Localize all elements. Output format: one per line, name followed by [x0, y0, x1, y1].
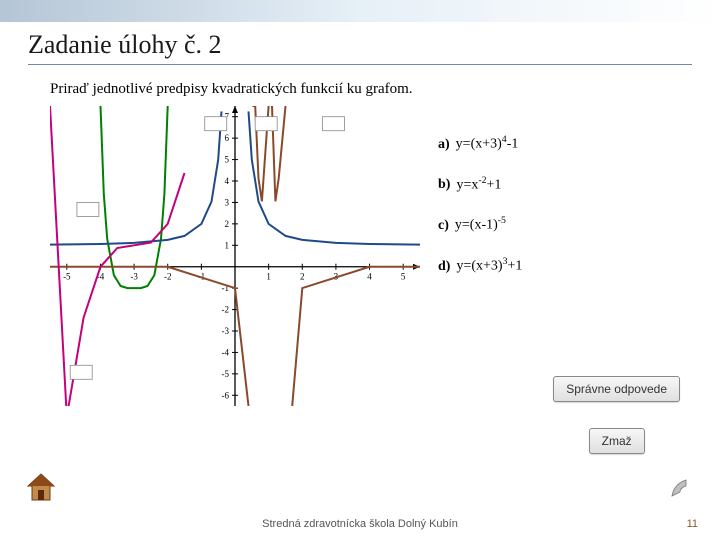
svg-text:-2: -2: [164, 272, 172, 282]
svg-text:5: 5: [401, 272, 406, 282]
footer-text: Stredná zdravotnícka škola Dolný Kubín: [0, 518, 720, 530]
home-icon[interactable]: [24, 470, 58, 504]
svg-text:1: 1: [225, 240, 230, 250]
option-a: a)y=(x+3)4-1: [438, 134, 522, 153]
svg-text:2: 2: [300, 272, 305, 282]
clear-button[interactable]: Zmaž: [589, 428, 645, 454]
option-c: c)y=(x-1)-5: [438, 215, 522, 234]
svg-text:-2: -2: [222, 305, 230, 315]
options-list: a)y=(x+3)4-1 b)y=x-2+1 c)y=(x-1)-5 d)y=(x+3…: [438, 106, 522, 406]
svg-text:-3: -3: [222, 326, 230, 336]
svg-text:4: 4: [225, 176, 230, 186]
svg-text:3: 3: [225, 197, 230, 207]
svg-text:5: 5: [225, 155, 230, 165]
option-d: d)y=(x+3)3+1: [438, 256, 522, 275]
instruction-text: Priraď jednotlivé predpisy kvadratických…: [50, 81, 692, 98]
svg-text:-6: -6: [222, 390, 230, 400]
back-icon[interactable]: [666, 474, 696, 504]
svg-text:1: 1: [266, 272, 271, 282]
svg-text:4: 4: [367, 272, 372, 282]
option-b: b)y=x-2+1: [438, 175, 522, 194]
title-underline: [28, 64, 692, 65]
page-title: Zadanie úlohy č. 2: [28, 30, 692, 60]
correct-answers-button[interactable]: Správne odpovede: [553, 376, 680, 402]
svg-text:2: 2: [225, 219, 230, 229]
page-number: 11: [687, 518, 698, 530]
svg-text:-5: -5: [222, 369, 230, 379]
svg-text:6: 6: [225, 133, 230, 143]
svg-text:-4: -4: [222, 347, 230, 357]
svg-text:-3: -3: [130, 272, 138, 282]
svg-text:-5: -5: [63, 272, 71, 282]
decorative-top-bar: [0, 0, 720, 22]
function-chart: -5-4-3-2-112345-6-5-4-3-2-11234567: [50, 106, 420, 406]
